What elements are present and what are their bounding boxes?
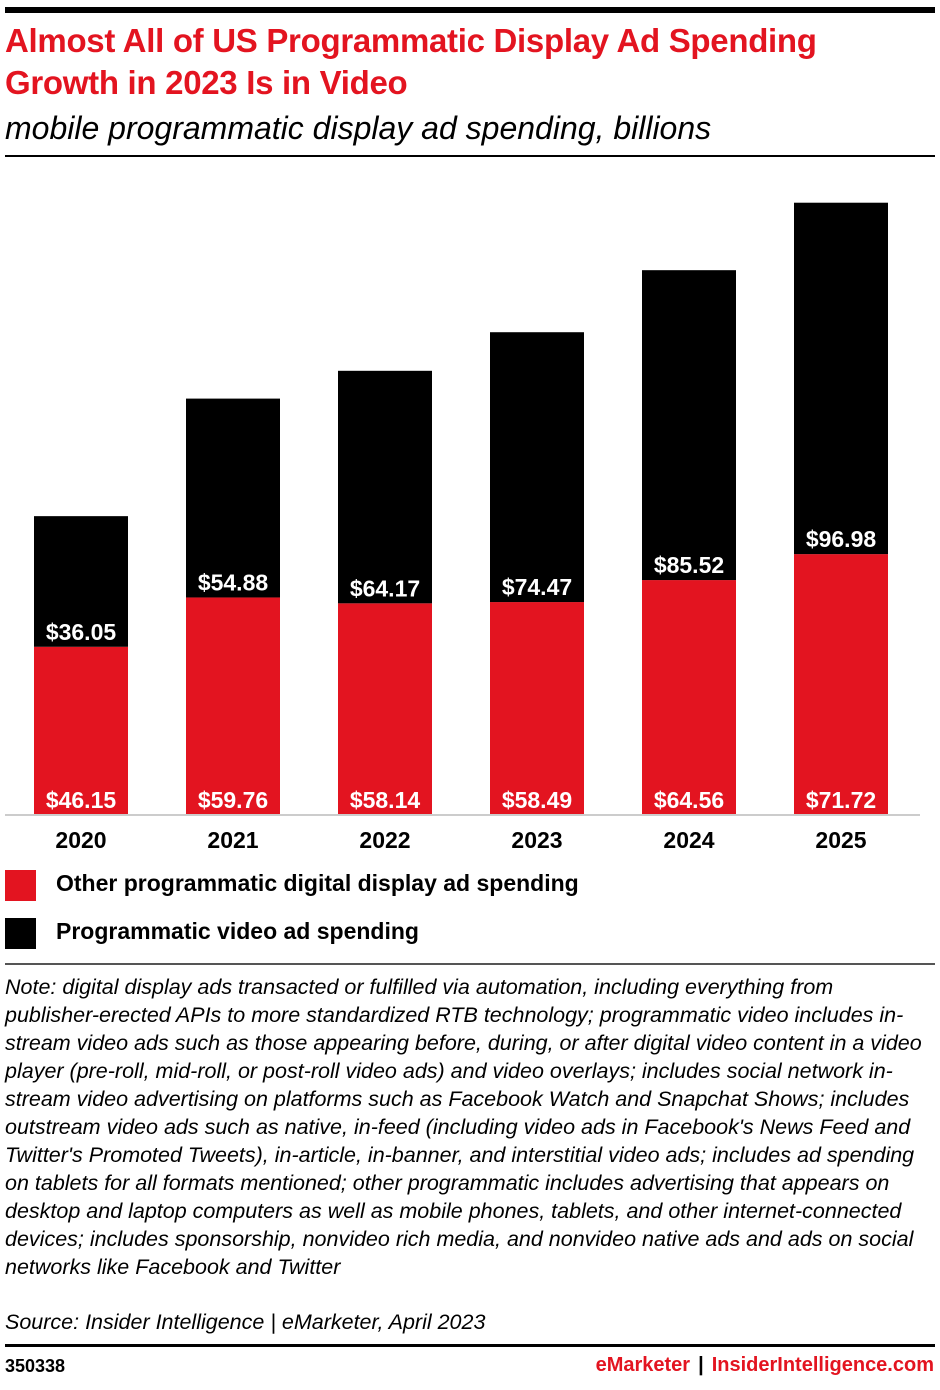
legend-swatch-other xyxy=(5,870,36,901)
bar-other-2021 xyxy=(186,597,280,814)
stacked-bar-chart: $46.15 $36.05 2020 $59.76 $54.88 2021 $58.14 $6… xyxy=(5,202,920,853)
legend-swatch-video xyxy=(5,918,36,949)
x-tick-label-2021: 2021 xyxy=(207,827,258,853)
data-label-other-2024: $64.56 xyxy=(654,787,724,813)
legend-item-video: Programmatic video ad spending xyxy=(5,916,705,952)
legend-item-other: Other programmatic digital display ad sp… xyxy=(5,868,705,904)
chart-title: Almost All of US Programmatic Display Ad… xyxy=(5,22,817,101)
bar-other-2024 xyxy=(642,580,736,814)
source-line: Source: Insider Intelligence | eMarketer… xyxy=(5,1310,486,1334)
bar-video-2022 xyxy=(338,370,432,604)
bar-other-2025 xyxy=(794,554,888,814)
bar-video-2025 xyxy=(794,202,888,555)
brand-emarketer[interactable]: eMarketer xyxy=(595,1354,691,1376)
data-label-video-2023: $74.47 xyxy=(502,574,572,600)
x-tick-label-2020: 2020 xyxy=(55,827,106,853)
bar-video-2021 xyxy=(186,398,280,598)
bar-other-2020 xyxy=(34,646,128,814)
data-label-other-2021: $59.76 xyxy=(198,787,268,813)
note-rule xyxy=(5,963,935,965)
chart-subtitle: mobile programmatic display ad spending,… xyxy=(5,110,712,146)
data-label-video-2021: $54.88 xyxy=(198,569,269,595)
data-label-other-2020: $46.15 xyxy=(46,787,117,813)
top-rule xyxy=(5,7,935,13)
x-tick-label-2023: 2023 xyxy=(511,827,562,853)
data-label-video-2022: $64.17 xyxy=(350,575,420,601)
brand-insider-intelligence[interactable]: InsiderIntelligence.com xyxy=(711,1354,934,1376)
bar-other-2023 xyxy=(490,602,584,814)
legend-label-video: Programmatic video ad spending xyxy=(56,918,419,944)
bar-video-2024 xyxy=(642,270,736,581)
bar-video-2020 xyxy=(34,516,128,647)
data-label-other-2022: $58.14 xyxy=(350,787,421,813)
brand-footer: eMarketer | InsiderIntelligence.com xyxy=(596,1354,934,1377)
brand-separator: | xyxy=(698,1354,704,1376)
footnote: Note: digital display ads transacted or … xyxy=(5,975,922,1279)
footer-rule xyxy=(5,1344,935,1347)
data-label-video-2025: $96.98 xyxy=(806,526,877,552)
legend-label-other: Other programmatic digital display ad sp… xyxy=(56,870,579,896)
x-tick-label-2024: 2024 xyxy=(663,827,714,853)
data-label-other-2023: $58.49 xyxy=(502,787,572,813)
x-tick-label-2022: 2022 xyxy=(359,827,410,853)
x-tick-label-2025: 2025 xyxy=(815,827,866,853)
bar-video-2023 xyxy=(490,332,584,603)
data-label-video-2020: $36.05 xyxy=(46,619,117,645)
bar-other-2022 xyxy=(338,603,432,814)
data-label-other-2025: $71.72 xyxy=(806,787,876,813)
data-label-video-2024: $85.52 xyxy=(654,552,724,578)
chart-id: 350338 xyxy=(5,1356,66,1376)
subtitle-rule xyxy=(5,155,935,157)
